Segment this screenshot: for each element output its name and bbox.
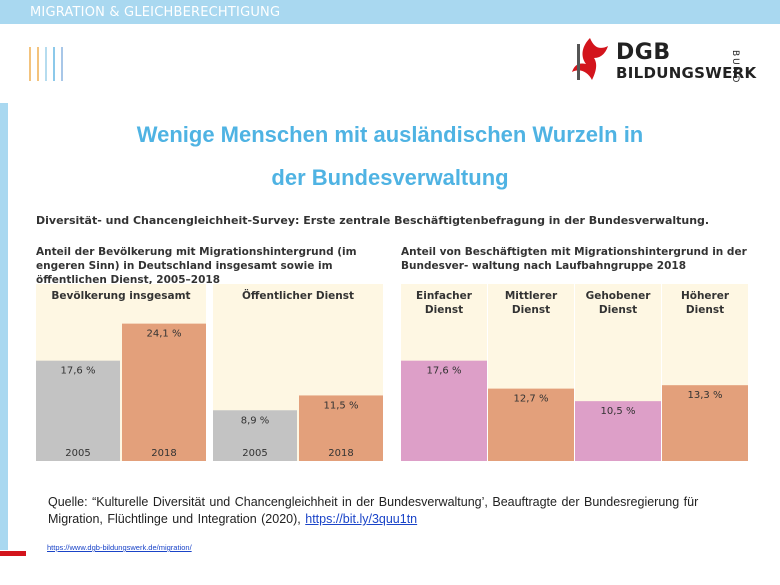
left-panel-caption: Anteil der Bevölkerung mit Migrationshin…	[36, 246, 357, 286]
stripe	[29, 47, 31, 81]
x-tick-label: 2018	[151, 448, 176, 459]
left-accent-bar	[0, 103, 8, 550]
group-label: Bevölkerung insgesamt	[51, 290, 190, 302]
bar-value-label: 10,5 %	[601, 406, 636, 417]
bar	[662, 385, 748, 461]
header-bar: MIGRATION & GLEICHBERECHTIGUNG	[0, 0, 780, 24]
dgb-bird-icon	[572, 38, 608, 80]
survey-heading: Diversität- und Chancengleichheit-Survey…	[36, 214, 710, 227]
logo-text-bund: BUND	[730, 50, 740, 85]
bar-value-label: 13,3 %	[688, 390, 723, 401]
bar-value-label: 17,6 %	[61, 366, 96, 377]
category-label: Dienst	[512, 304, 550, 316]
decorative-stripes	[29, 47, 65, 81]
bar-value-label: 8,9 %	[241, 415, 270, 426]
stripe	[37, 47, 39, 81]
bar	[401, 360, 487, 461]
category-label: Gehobener	[586, 290, 652, 302]
x-tick-label: 2018	[328, 448, 353, 459]
bar	[36, 360, 120, 461]
bar-value-label: 24,1 %	[147, 329, 182, 340]
bar	[122, 323, 206, 461]
bar-value-label: 11,5 %	[324, 400, 359, 411]
source-text: Quelle: “Kulturelle Diversität und Chanc…	[48, 495, 699, 526]
category-label: Höherer	[681, 290, 730, 302]
section-title: MIGRATION & GLEICHBERECHTIGUNG	[30, 5, 281, 20]
stripe	[53, 47, 55, 81]
x-tick-label: 2005	[242, 448, 267, 459]
page-title-line2: der Bundesverwaltung	[271, 165, 509, 190]
footer-url-link[interactable]: https://www.dgb-bildungswerk.de/migratio…	[47, 543, 192, 552]
stripe	[45, 47, 47, 81]
bar-value-label: 17,6 %	[427, 366, 462, 377]
category-label: Dienst	[425, 304, 463, 316]
category-label: Mittlerer	[505, 290, 558, 302]
source-citation: Quelle: “Kulturelle Diversität und Chanc…	[48, 494, 738, 528]
category-label: Dienst	[686, 304, 724, 316]
source-link[interactable]: https://bit.ly/3quu1tn	[305, 512, 418, 526]
stripe	[61, 47, 63, 81]
red-accent-mark	[0, 551, 26, 556]
logo-text-dgb: DGB	[616, 40, 671, 65]
bar	[575, 401, 661, 461]
logo-text-bildungswerk: BILDUNGSWERK	[616, 64, 757, 82]
x-tick-label: 2005	[65, 448, 90, 459]
bar-value-label: 12,7 %	[514, 394, 549, 405]
bar	[299, 395, 383, 461]
right-panel-caption: Anteil von Beschäftigten mit Migrationsh…	[401, 246, 747, 272]
category-label: Dienst	[599, 304, 637, 316]
category-label: Einfacher	[416, 290, 473, 302]
bar	[488, 388, 574, 461]
page-title-line1: Wenige Menschen mit ausländischen Wurzel…	[136, 122, 644, 147]
dgb-logo: DGB BILDUNGSWERK BUND	[568, 36, 758, 88]
bar	[213, 410, 297, 461]
group-label: Öffentlicher Dienst	[242, 288, 354, 302]
